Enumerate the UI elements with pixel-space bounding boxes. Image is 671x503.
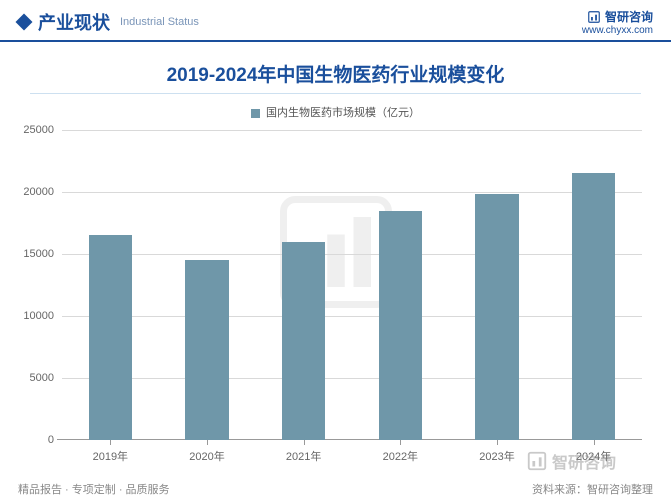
section-title-cn: 产业现状 — [38, 9, 110, 35]
legend-swatch — [251, 109, 260, 118]
x-axis-line — [57, 439, 642, 440]
watermark-logo-icon — [526, 450, 548, 472]
gridline — [62, 130, 642, 131]
chart-bar — [89, 235, 133, 440]
chart-legend: 国内生物医药市场规模（亿元） — [0, 104, 671, 120]
footer-left: 精品报告 · 专项定制 · 品质服务 — [18, 481, 170, 497]
y-axis-label: 10000 — [23, 310, 54, 322]
y-axis-label: 5000 — [30, 372, 54, 384]
x-axis-label: 2023年 — [479, 448, 514, 464]
y-axis-label: 0 — [48, 434, 54, 446]
x-axis-tick — [304, 440, 305, 445]
x-axis-tick — [207, 440, 208, 445]
footer: 精品报告 · 专项定制 · 品质服务 资料来源：智研咨询整理 — [18, 481, 653, 497]
y-axis-label: 25000 — [23, 124, 54, 136]
header-left: 产业现状 Industrial Status — [18, 9, 199, 35]
chart-plot: 05000100001500020000250002019年2020年2021年… — [62, 130, 642, 440]
x-axis-label: 2022年 — [383, 448, 418, 464]
x-axis-tick — [594, 440, 595, 445]
y-axis-label: 15000 — [23, 248, 54, 260]
brand-name: 智研咨询 — [605, 8, 653, 25]
x-axis-label: 2019年 — [93, 448, 128, 464]
chart-area: 05000100001500020000250002019年2020年2021年… — [62, 130, 642, 440]
watermark-text: 智研咨询 — [552, 449, 616, 473]
header-bar: 产业现状 Industrial Status 智研咨询 www.chyxx.co… — [0, 0, 671, 42]
gridline — [62, 378, 642, 379]
y-axis-label: 20000 — [23, 186, 54, 198]
footer-right: 资料来源：智研咨询整理 — [532, 481, 653, 497]
gridline — [62, 254, 642, 255]
chart-bar — [379, 211, 423, 440]
gridline — [62, 316, 642, 317]
header-right: 智研咨询 www.chyxx.com — [582, 8, 653, 36]
brand-row: 智研咨询 — [582, 8, 653, 25]
x-axis-tick — [110, 440, 111, 445]
section-title-en: Industrial Status — [120, 16, 199, 28]
brand-url: www.chyxx.com — [582, 25, 653, 36]
x-axis-label: 2020年 — [189, 448, 224, 464]
x-axis-label: 2021年 — [286, 448, 321, 464]
brand-logo-icon — [587, 10, 601, 24]
watermark: 智研咨询 — [526, 449, 616, 473]
gridline — [62, 192, 642, 193]
chart-bar — [282, 242, 326, 440]
x-axis-tick — [497, 440, 498, 445]
chart-bar — [185, 260, 229, 440]
chart-bar — [475, 194, 519, 440]
x-axis-tick — [400, 440, 401, 445]
diamond-icon — [16, 14, 33, 31]
legend-label: 国内生物医药市场规模（亿元） — [266, 107, 420, 119]
chart-title: 2019-2024年中国生物医药行业规模变化 — [30, 60, 641, 94]
chart-bar — [572, 173, 616, 440]
